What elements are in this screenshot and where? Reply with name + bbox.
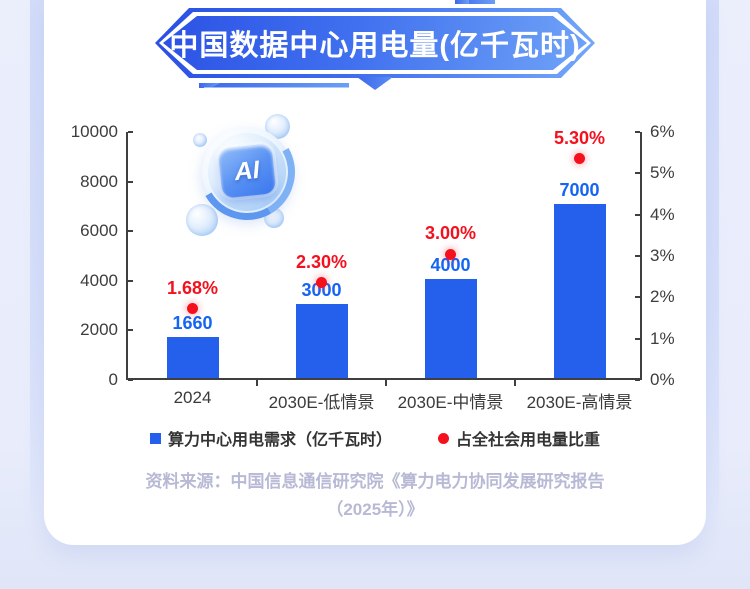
right-axis-tick (635, 337, 640, 340)
x-axis-tick (256, 380, 258, 386)
source-line-1: 资料来源：中国信息通信研究院《算力电力协同发展研究报告 (145, 472, 605, 491)
x-axis-tick (514, 380, 516, 386)
right-axis-tick-label: 5% (650, 163, 675, 183)
left-axis-tick-label: 10000 (70, 122, 118, 141)
bubble-icon (186, 204, 218, 236)
bar-value-label: 7000 (559, 180, 600, 201)
source-note: 资料来源：中国信息通信研究院《算力电力协同发展研究报告 （2025年）》 (74, 468, 676, 524)
ai-ring-icon: AI (188, 113, 306, 231)
left-axis-tick-label: 0 (108, 370, 118, 389)
bar-2030E-高情景 (553, 204, 606, 378)
ratio-dot (316, 277, 327, 289)
title-banner: 中国数据中心用电量(亿千瓦时) (155, 0, 595, 90)
legend-item-bar: 算力中心用电需求（亿千瓦时） (149, 426, 392, 450)
bar-value-label: 1660 (172, 312, 213, 333)
ratio-value-label: 3.00% (424, 223, 477, 243)
legend-square-marker (149, 432, 161, 444)
right-axis-tick (635, 172, 640, 175)
x-axis-label: 2030E-中情景 (397, 393, 504, 412)
x-axis-label: 2030E-高情景 (526, 393, 633, 412)
left-axis-tick (128, 329, 133, 332)
left-axis-tick (128, 279, 133, 282)
left-axis-labels: 10000 8000 6000 4000 2000 0 (56, 122, 118, 389)
left-axis-tick (128, 180, 133, 183)
left-axis-tick (128, 379, 133, 381)
left-axis-tick-label: 6000 (80, 221, 118, 241)
ratio-dot (445, 248, 456, 260)
bar-2024 (166, 336, 219, 378)
right-axis-tick (635, 255, 640, 257)
bubble-icon (193, 133, 207, 147)
right-axis-tick (635, 131, 640, 133)
right-axis-labels: 6% 5% 4% 3% 2% 1% 0% (650, 122, 704, 389)
page-title: 中国数据中心用电量(亿千瓦时) (169, 30, 581, 62)
left-axis-tick-label: 2000 (80, 320, 118, 340)
right-axis-tick-label: 3% (650, 246, 675, 265)
legend-dot-marker (438, 432, 449, 444)
left-axis-tick-label: 8000 (80, 171, 118, 191)
dash-bar (455, 0, 469, 4)
x-axis-label: 2030E-低情景 (268, 393, 375, 412)
ratio-dot (574, 153, 585, 165)
plot-area: 1660 1.68% 2024 3000 2.30% 2030E-低情景 4000 3.00%… (126, 128, 642, 412)
right-axis-tick-label: 4% (650, 204, 675, 224)
bar-2030E-中情景 (424, 278, 477, 378)
ratio-value-label: 1.68% (166, 277, 219, 298)
bar-value-label: 3000 (301, 279, 342, 300)
bar-2030E-低情景 (295, 303, 348, 378)
legend-bar-label: 算力中心用电需求（亿千瓦时） (167, 432, 392, 449)
bubble-icon (264, 208, 284, 228)
ratio-value-label: 2.30% (295, 251, 348, 272)
banner-inner-shape (163, 16, 587, 70)
source-line-2: （2025年）》 (326, 500, 424, 520)
legend-dot-label: 占全社会用电量比重 (456, 432, 601, 449)
x-axis-tick (385, 380, 387, 386)
ratio-dot (187, 303, 198, 315)
banner-notch (357, 77, 393, 90)
right-axis-tick-label: 2% (650, 287, 675, 307)
left-axis-tick (128, 230, 133, 233)
legend: 算力中心用电需求（亿千瓦时） 占全社会用电量比重 (44, 426, 706, 450)
dash-bar (199, 83, 221, 88)
dash-bar (199, 82, 349, 88)
right-axis-tick-label: 6% (650, 122, 675, 141)
x-axis-label: 2024 (173, 388, 212, 407)
ratio-value-label: 5.30% (553, 127, 606, 148)
right-axis-tick-label: 1% (650, 328, 675, 348)
right-axis-tick-label: 0% (650, 370, 675, 389)
legend-item-dot: 占全社会用电量比重 (438, 426, 600, 450)
bar-value-label: 4000 (430, 254, 471, 275)
right-axis-tick (635, 213, 640, 216)
content-card: 中国数据中心用电量(亿千瓦时) (44, 0, 706, 545)
dash-bar (455, 0, 495, 4)
left-axis-tick (128, 131, 133, 133)
right-axis-tick (635, 379, 640, 381)
left-axis-tick-label: 4000 (80, 270, 118, 290)
right-axis-tick (635, 296, 640, 299)
